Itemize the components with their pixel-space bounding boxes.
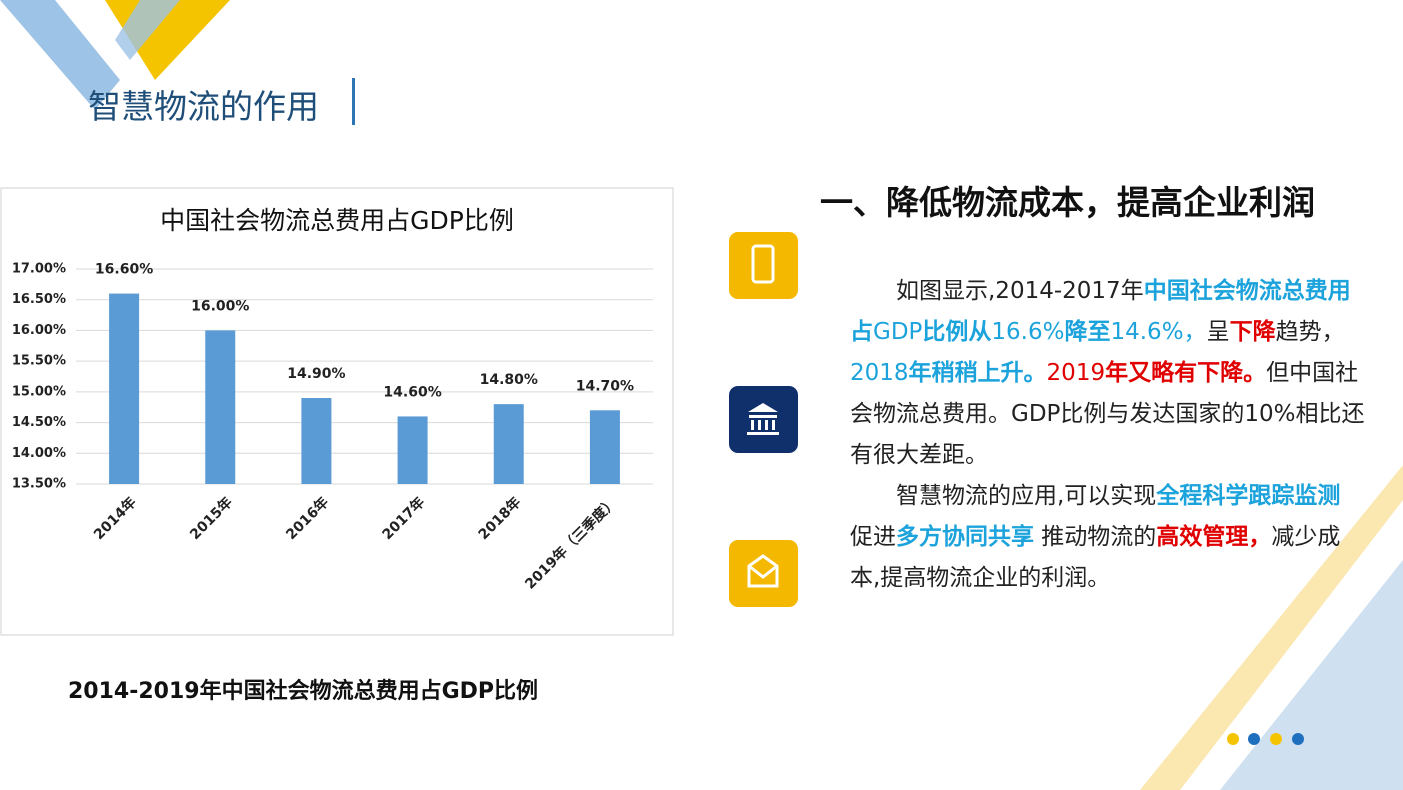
decor (1140, 465, 1403, 790)
dot (1227, 733, 1239, 745)
decor (115, 0, 180, 60)
text-run: 2019 (1046, 360, 1106, 386)
paragraph: 智慧物流的应用,可以实现全程科学跟踪监测 促进多方协同共享 推动物流的高效管理，… (850, 476, 1368, 599)
text-run: 年又略有下降。 (1105, 360, 1267, 386)
bar (493, 404, 524, 484)
text-run: 减少成本,提高物流企业的利润。 (850, 524, 1341, 591)
y-tick-label: 15.00% (12, 384, 66, 399)
text-run: 但中国社会物流总费用。GDP比例与发达国家的10%相比还有很大差距。 (850, 360, 1365, 468)
mail-icon (729, 540, 798, 607)
y-tick-label: 15.50% (12, 354, 66, 369)
body-text: 如图显示,2014-2017年中国社会物流总费用占GDP比例从16.6%降至14… (850, 271, 1368, 599)
dot (1248, 733, 1260, 745)
text-run: GDP (873, 319, 923, 345)
paragraph: 如图显示,2014-2017年中国社会物流总费用占GDP比例从16.6%降至14… (850, 271, 1368, 476)
data-label: 14.80% (480, 372, 538, 388)
data-label: 14.90% (287, 366, 345, 382)
text-run: 16.6% (991, 319, 1065, 345)
bank-icon (729, 386, 798, 453)
text-run: 比例从 (922, 319, 992, 345)
mail-icon (747, 554, 779, 588)
dot (1270, 733, 1282, 745)
text-run: 呈 (1206, 319, 1230, 345)
text-run: 推动物流的 (1034, 524, 1157, 550)
dot (1292, 733, 1304, 745)
title-bar (352, 78, 355, 125)
decor (1220, 560, 1403, 790)
text-run: 14.6%， (1110, 319, 1207, 345)
text-run: 中国社会物流总费用占 (850, 278, 1351, 345)
chart-frame (0, 187, 674, 636)
heading: 一、降低物流成本，提高企业利润 (820, 183, 1315, 222)
text-run: 如图显示,2014-2017年 (896, 278, 1144, 304)
bar (109, 293, 140, 484)
chart-caption: 2014-2019年中国社会物流总费用占GDP比例 (68, 679, 539, 704)
phone-icon (751, 244, 775, 284)
y-tick-label: 14.50% (12, 415, 66, 430)
bar (397, 416, 428, 484)
y-tick-label: 14.00% (12, 446, 66, 461)
data-label: 16.00% (191, 298, 249, 314)
text-run: 促进 (850, 524, 896, 550)
y-tick-label: 16.00% (12, 323, 66, 338)
text-run: 趋势， (1275, 319, 1345, 345)
text-run: 高效管理， (1156, 524, 1272, 550)
text-run: 全程科学跟踪监测 (1156, 483, 1341, 509)
text-run: 多方协同共享 (896, 524, 1034, 550)
slide-title: 智慧物流的作用 (88, 87, 319, 126)
bank-icon (747, 403, 779, 435)
data-label: 14.70% (576, 378, 634, 394)
phone-icon (729, 232, 798, 299)
decor (0, 0, 120, 110)
text-run: 年稍稍上升。 (908, 360, 1047, 386)
data-label: 16.60% (95, 262, 153, 278)
bar (589, 410, 620, 484)
text-run: 下降 (1229, 319, 1276, 345)
text-run: 降至 (1064, 319, 1111, 345)
text-run: 智慧物流的应用,可以实现 (896, 483, 1157, 509)
bar (301, 398, 332, 484)
y-tick-label: 17.00% (12, 262, 66, 277)
bar (205, 330, 236, 484)
data-label: 14.60% (383, 384, 441, 400)
text-run: 2018 (850, 360, 909, 386)
y-tick-label: 16.50% (12, 292, 66, 307)
y-tick-label: 13.50% (12, 477, 66, 492)
chart-title: 中国社会物流总费用占GDP比例 (160, 206, 514, 235)
